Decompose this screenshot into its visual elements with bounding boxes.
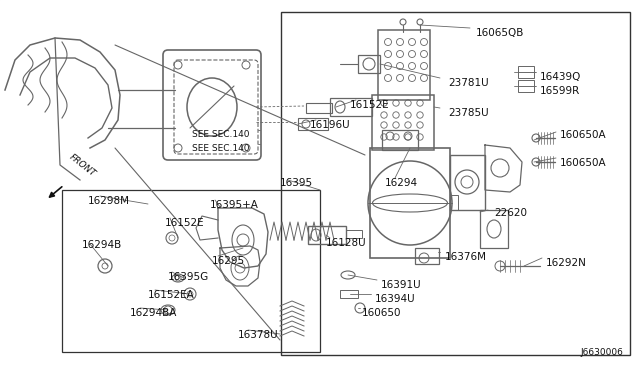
- Text: 16128U: 16128U: [326, 238, 367, 248]
- Text: FRONT: FRONT: [68, 153, 98, 179]
- Text: 16295: 16295: [212, 256, 245, 266]
- Text: 16376M: 16376M: [445, 252, 487, 262]
- Text: 16395G: 16395G: [168, 272, 209, 282]
- Bar: [450, 155, 485, 210]
- Bar: [370, 148, 450, 258]
- Text: 160650A: 160650A: [560, 130, 607, 140]
- Text: 16599R: 16599R: [540, 86, 580, 96]
- Text: 23785U: 23785U: [448, 108, 488, 118]
- Text: 16292N: 16292N: [546, 258, 587, 268]
- Text: 16294BA: 16294BA: [130, 308, 177, 318]
- Bar: [62, 190, 320, 352]
- Bar: [306, 103, 332, 113]
- Text: 16394U: 16394U: [375, 294, 415, 304]
- Text: 16294: 16294: [385, 178, 418, 188]
- Bar: [382, 130, 418, 150]
- Bar: [518, 66, 534, 78]
- Text: 16395+A: 16395+A: [210, 200, 259, 210]
- Text: 160650A: 160650A: [560, 158, 607, 168]
- Text: SEE SEC.140: SEE SEC.140: [192, 130, 250, 139]
- Text: J6630006: J6630006: [580, 348, 623, 357]
- Text: 16395: 16395: [280, 178, 313, 188]
- Bar: [358, 55, 380, 73]
- Text: 16196U: 16196U: [310, 120, 351, 130]
- Bar: [330, 98, 372, 116]
- Bar: [480, 210, 508, 248]
- Bar: [378, 30, 430, 100]
- Bar: [518, 80, 534, 92]
- Bar: [450, 195, 458, 210]
- Text: 23781U: 23781U: [448, 78, 488, 88]
- Bar: [415, 248, 439, 264]
- Bar: [340, 290, 358, 298]
- Bar: [346, 230, 362, 238]
- Text: 16378U: 16378U: [238, 330, 278, 340]
- Text: 16391U: 16391U: [381, 280, 422, 290]
- Bar: [281, 12, 630, 355]
- Text: 22620: 22620: [494, 208, 527, 218]
- Text: 160650: 160650: [362, 308, 401, 318]
- Text: 16152EA: 16152EA: [148, 290, 195, 300]
- Text: 16152E: 16152E: [350, 100, 390, 110]
- Text: 16152E: 16152E: [165, 218, 205, 228]
- Text: 16294B: 16294B: [82, 240, 122, 250]
- Bar: [298, 118, 328, 130]
- Bar: [372, 95, 434, 150]
- Bar: [308, 226, 346, 244]
- Text: SEE SEC.140: SEE SEC.140: [192, 144, 250, 153]
- Text: 16298M: 16298M: [88, 196, 130, 206]
- Text: 16439Q: 16439Q: [540, 72, 581, 82]
- Text: 16065QB: 16065QB: [476, 28, 524, 38]
